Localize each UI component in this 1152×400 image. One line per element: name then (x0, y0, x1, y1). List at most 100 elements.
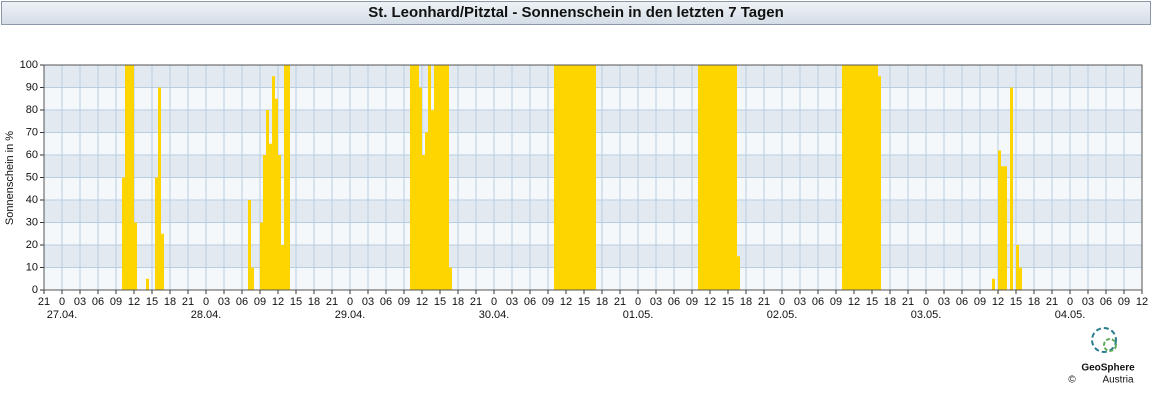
y-tick-label: 90 (26, 81, 38, 93)
bar (728, 65, 731, 290)
x-tick-label: 09 (974, 296, 986, 308)
y-tick-label: 80 (26, 104, 38, 116)
x-tick-label: 21 (902, 296, 914, 308)
bar (416, 65, 419, 290)
x-tick-label: 12 (704, 296, 716, 308)
x-tick-label: 06 (380, 296, 392, 308)
bar (878, 76, 881, 290)
bar (578, 65, 581, 290)
y-tick-label: 40 (26, 194, 38, 206)
bar (269, 143, 272, 290)
bar (428, 65, 431, 290)
bar (1004, 166, 1007, 290)
date-label: 01.05. (623, 309, 654, 321)
x-tick-label: 21 (1046, 296, 1058, 308)
x-tick-label: 0 (923, 296, 929, 308)
x-tick-label: 06 (1100, 296, 1112, 308)
bar (1001, 166, 1004, 290)
logo-sub: Austria (1102, 375, 1134, 386)
date-label: 02.05. (767, 309, 798, 321)
bar (425, 132, 428, 290)
date-label: 29.04. (335, 309, 366, 321)
bar (731, 65, 734, 290)
bar (266, 110, 269, 290)
logo-name: GeoSphere (1081, 363, 1135, 374)
bar (248, 200, 251, 290)
y-tick-label: 60 (26, 149, 38, 161)
x-tick-label: 09 (1118, 296, 1130, 308)
x-tick-label: 03 (506, 296, 518, 308)
x-tick-label: 12 (560, 296, 572, 308)
bar (863, 65, 866, 290)
bar (410, 65, 413, 290)
bar (557, 65, 560, 290)
logo-icon (1103, 338, 1117, 352)
y-tick-label: 30 (26, 216, 38, 228)
bar (419, 87, 422, 290)
x-tick-label: 18 (884, 296, 896, 308)
x-tick-label: 18 (596, 296, 608, 308)
x-tick-label: 18 (164, 296, 176, 308)
bar (590, 65, 593, 290)
bar (155, 177, 158, 290)
bar (707, 65, 710, 290)
x-tick-label: 21 (614, 296, 626, 308)
bar (875, 65, 878, 290)
bar (569, 65, 572, 290)
bar (992, 278, 995, 290)
x-tick-label: 0 (203, 296, 209, 308)
bar (125, 65, 128, 290)
bar (272, 76, 275, 290)
x-tick-label: 21 (182, 296, 194, 308)
plot-border (43, 64, 1143, 291)
bar (431, 110, 434, 290)
bar (131, 65, 134, 290)
y-tick-label: 10 (26, 261, 38, 273)
logo-icon (1091, 327, 1117, 353)
bar (857, 65, 860, 290)
bar (251, 267, 254, 290)
x-tick-label: 18 (740, 296, 752, 308)
bar (722, 65, 725, 290)
x-tick-label: 18 (452, 296, 464, 308)
x-tick-label: 15 (866, 296, 878, 308)
x-tick-label: 03 (938, 296, 950, 308)
bar (734, 65, 737, 290)
bar (851, 65, 854, 290)
x-tick-label: 0 (59, 296, 65, 308)
logo: GeoSphere Austria © (1068, 327, 1135, 386)
bar (842, 65, 845, 290)
bar (854, 65, 857, 290)
x-tick-label: 03 (74, 296, 86, 308)
date-label: 30.04. (479, 309, 510, 321)
copyright: © (1068, 375, 1076, 386)
bar (284, 65, 287, 290)
bar (866, 65, 869, 290)
x-tick-label: 15 (1010, 296, 1022, 308)
x-tick-label: 0 (1067, 296, 1073, 308)
bar (575, 65, 578, 290)
bar (158, 87, 161, 290)
date-label: 04.05. (1055, 309, 1086, 321)
bar (566, 65, 569, 290)
date-label: 27.04. (47, 309, 78, 321)
bar (716, 65, 719, 290)
bar (263, 155, 266, 290)
y-tick-label: 100 (20, 59, 38, 71)
x-tick-label: 06 (524, 296, 536, 308)
bar (275, 98, 278, 290)
x-tick-label: 03 (650, 296, 662, 308)
x-tick-label: 15 (146, 296, 158, 308)
bar (128, 65, 131, 290)
x-tick-label: 15 (578, 296, 590, 308)
x-tick-label: 03 (218, 296, 230, 308)
bar (587, 65, 590, 290)
bar (998, 150, 1001, 290)
x-tick-label: 12 (848, 296, 860, 308)
chart-title: St. Leonhard/Pitztal - Sonnenschein in d… (1, 1, 1151, 25)
x-tick-label: 18 (308, 296, 320, 308)
x-tick-label: 09 (542, 296, 554, 308)
bar (1016, 245, 1019, 290)
x-tick-label: 03 (794, 296, 806, 308)
bar (713, 65, 716, 290)
